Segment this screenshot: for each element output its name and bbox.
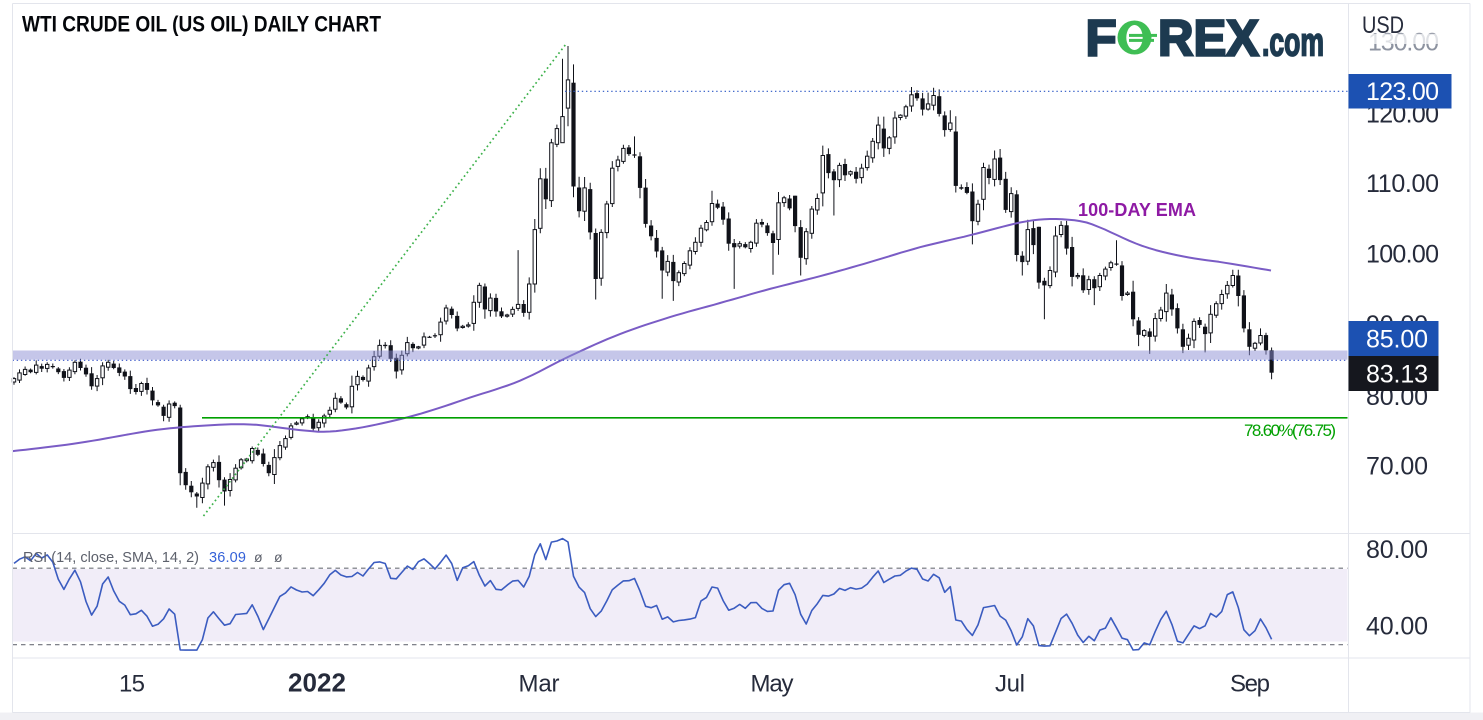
svg-text:2022: 2022 bbox=[288, 668, 346, 698]
svg-text:ø: ø bbox=[254, 549, 263, 565]
svg-text:15: 15 bbox=[119, 671, 145, 698]
svg-text:83.13: 83.13 bbox=[1366, 361, 1428, 389]
svg-text:110.00: 110.00 bbox=[1366, 170, 1439, 198]
svg-text:May: May bbox=[751, 671, 794, 698]
svg-text:Jul: Jul bbox=[995, 671, 1025, 698]
svg-text:F: F bbox=[1086, 10, 1117, 67]
svg-text:100-DAY EMA: 100-DAY EMA bbox=[1078, 200, 1196, 220]
svg-text:36.09: 36.09 bbox=[209, 550, 246, 566]
svg-text:WTI CRUDE OIL (US OIL) DAILY C: WTI CRUDE OIL (US OIL) DAILY CHART bbox=[22, 12, 381, 37]
svg-text:Mar: Mar bbox=[519, 671, 560, 698]
svg-text:123.00: 123.00 bbox=[1366, 78, 1439, 106]
svg-text:78.60%(76.75): 78.60%(76.75) bbox=[1244, 421, 1336, 440]
svg-text:80.00: 80.00 bbox=[1366, 536, 1428, 564]
svg-text:100.00: 100.00 bbox=[1366, 241, 1439, 269]
svg-text:.com: .com bbox=[1262, 21, 1324, 65]
svg-text:70.00: 70.00 bbox=[1366, 453, 1428, 481]
svg-text:ø: ø bbox=[274, 549, 283, 565]
svg-text:REX: REX bbox=[1158, 10, 1259, 67]
svg-text:85.00: 85.00 bbox=[1366, 326, 1428, 354]
svg-text:Sep: Sep bbox=[1230, 671, 1270, 698]
svg-text:40.00: 40.00 bbox=[1366, 613, 1428, 641]
svg-text:RSI (14, close, SMA, 14, 2): RSI (14, close, SMA, 14, 2) bbox=[23, 550, 199, 566]
